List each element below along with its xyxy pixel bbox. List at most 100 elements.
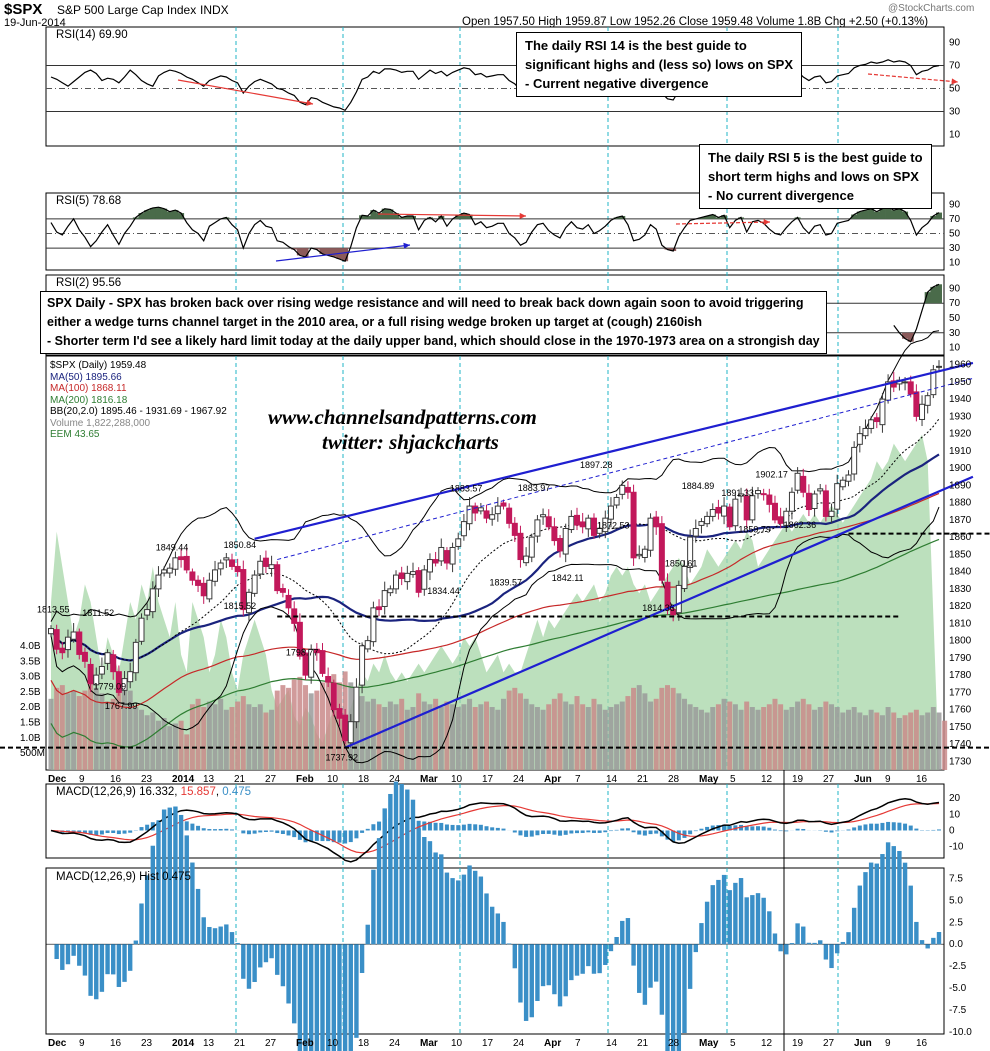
x-axis-label: 21: [637, 1038, 649, 1049]
macd-histogram-bar: [608, 830, 613, 832]
hist-bar: [778, 944, 783, 952]
hist-bar: [512, 944, 517, 969]
candle-body: [907, 381, 914, 395]
macd-histogram-bar: [495, 827, 500, 831]
hist-bar: [235, 942, 240, 945]
price-tick-label: 1920: [949, 429, 972, 440]
candle-body: [81, 651, 88, 662]
rsi5-tick-label: 90: [949, 199, 961, 210]
candle-body: [574, 514, 581, 526]
macd-histogram-bar: [829, 830, 834, 833]
x-axis-label: Mar: [420, 1038, 438, 1049]
candle-body: [755, 490, 762, 495]
macd-histogram-bar: [218, 828, 223, 831]
volume-bar: [704, 712, 710, 770]
volume-bar: [846, 709, 852, 770]
hist-bar: [252, 944, 257, 982]
macd-histogram-bar: [937, 829, 941, 831]
volume-bar: [495, 709, 501, 770]
candle-body: [585, 517, 592, 530]
candle-body: [715, 506, 722, 514]
hist-bar: [65, 944, 71, 965]
candle-body: [902, 381, 909, 384]
hist-bar: [94, 944, 99, 1000]
rsi2-tick-label: 90: [949, 283, 961, 294]
macd-histogram-bar: [450, 824, 455, 831]
macd-histogram-bar: [111, 830, 116, 834]
candle-body: [206, 579, 213, 600]
macd-histogram-bar: [541, 830, 546, 834]
rsi14-current-divergence-arrow: [867, 73, 959, 83]
hist-bar: [258, 944, 263, 968]
hist-bar: [297, 944, 303, 1051]
macd-histogram-bar: [512, 830, 517, 833]
macd-histogram-bar: [99, 830, 104, 835]
candle-body: [347, 721, 354, 744]
volume-bar: [925, 712, 931, 770]
chart-header-symbol: $SPX: [4, 1, 43, 18]
x-axis-label: 17: [482, 774, 494, 785]
volume-bar: [206, 701, 212, 770]
hist-bar: [574, 944, 580, 976]
hist-bar: [868, 862, 874, 945]
volume-bar: [693, 707, 699, 770]
volume-bar: [500, 698, 506, 770]
rsi5-oversold-fill: [325, 248, 332, 256]
macd-histogram-bar: [654, 830, 659, 834]
hist-bar: [303, 944, 308, 1051]
price-tick-label: 1950: [949, 377, 972, 388]
candle-body: [279, 588, 286, 593]
rsi5-overbought-fill: [138, 213, 145, 219]
x-axis-label: 2014: [172, 1038, 195, 1049]
hist-bar: [467, 865, 472, 945]
rsi5-line: [50, 206, 940, 262]
rsi14-tick-label: 90: [949, 38, 961, 49]
macd-histogram-bar: [269, 830, 274, 832]
volume-bar: [116, 679, 122, 770]
macd-histogram-bar: [863, 824, 868, 831]
rsi5-overbought-fill: [856, 211, 863, 219]
volume-bar: [557, 693, 563, 770]
volume-tick-label: 4.0B: [20, 641, 41, 652]
hist-tick-label: 7.5: [949, 873, 963, 884]
candle-body: [76, 631, 83, 655]
macd-tick-label: 10: [949, 809, 961, 820]
hist-bar: [246, 944, 252, 989]
hist-bar: [229, 932, 235, 945]
macd-histogram-bar: [422, 821, 427, 831]
bb-upper-band: [50, 330, 940, 622]
macd-histogram-bar: [484, 826, 489, 831]
hist-bar: [461, 874, 467, 945]
candle-body: [534, 519, 541, 537]
x-axis-label: Apr: [544, 774, 561, 785]
candle-body: [353, 686, 360, 723]
rsi5-overbought-fill: [879, 208, 886, 219]
volume-bar: [387, 701, 393, 770]
candle-body: [924, 395, 931, 406]
macd-hist-label: MACD(12,26,9) Hist 0.475: [56, 871, 191, 883]
hist-bar: [637, 944, 642, 993]
macd-label: MACD(12,26,9) 16.332, 15.857, 0.475: [56, 786, 252, 798]
hist-bar: [405, 789, 410, 945]
rsi5-overbought-fill: [370, 210, 377, 219]
rsi5-overbought-fill: [936, 212, 942, 219]
volume-bar: [71, 690, 77, 770]
x-axis-label: Jun: [854, 1038, 872, 1049]
hist-bar: [721, 874, 727, 945]
candle-body: [822, 490, 829, 517]
macd-histogram-bar: [586, 830, 591, 833]
price-tick-label: 1880: [949, 498, 972, 509]
rsi5-overbought-fill: [902, 211, 909, 219]
price-tick-label: 1930: [949, 411, 972, 422]
volume-bar: [438, 707, 444, 770]
rsi5-tick-label: 70: [949, 214, 961, 225]
legend-item: Volume 1,822,288,000: [50, 417, 151, 429]
signal-value: 15.857: [180, 786, 216, 798]
rsi2-tick-label: 30: [949, 328, 961, 339]
rsi5-overbought-fill: [172, 210, 179, 219]
x-axis-label: 9: [79, 1038, 85, 1049]
rsi5-oversold-fill: [330, 248, 337, 257]
candle-body: [540, 514, 547, 518]
rsi5-overbought-fill: [161, 208, 168, 219]
hist-bar: [393, 781, 399, 945]
